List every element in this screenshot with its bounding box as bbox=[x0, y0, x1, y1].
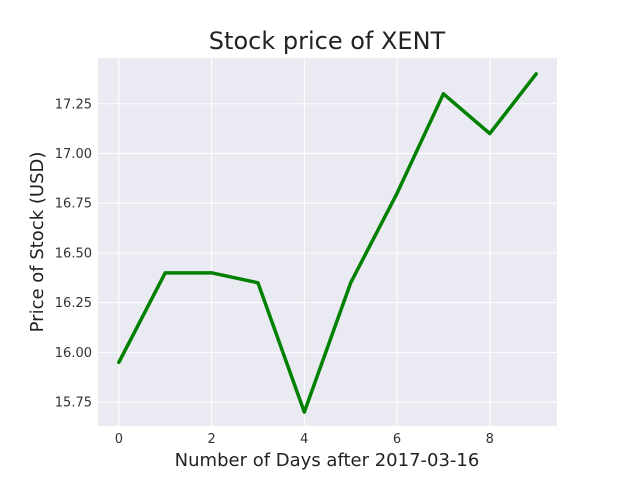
y-axis-label: Price of Stock (USD) bbox=[27, 152, 48, 333]
x-tick-label: 0 bbox=[115, 432, 123, 447]
y-tick-label: 17.25 bbox=[55, 97, 92, 112]
x-axis-label: Number of Days after 2017-03-16 bbox=[175, 450, 480, 471]
x-tick-label: 2 bbox=[207, 432, 215, 447]
x-axis: 0 2 4 6 8 bbox=[115, 432, 494, 447]
grid bbox=[98, 58, 557, 426]
plot-area bbox=[98, 58, 557, 426]
y-tick-label: 16.75 bbox=[55, 197, 92, 212]
x-tick-label: 8 bbox=[486, 432, 494, 447]
y-tick-label: 17.00 bbox=[55, 147, 92, 162]
series-line bbox=[117, 72, 538, 414]
y-tick-label: 16.25 bbox=[55, 296, 92, 311]
y-tick-label: 16.00 bbox=[55, 346, 92, 361]
x-tick-label: 4 bbox=[300, 432, 308, 447]
y-axis: 15.75 16.00 16.25 16.50 16.75 17.00 17.25 bbox=[55, 97, 92, 410]
y-tick-label: 15.75 bbox=[55, 396, 92, 411]
chart-title: Stock price of XENT bbox=[209, 27, 446, 55]
y-tick-label: 16.50 bbox=[55, 246, 92, 261]
series-layer bbox=[117, 72, 538, 414]
x-tick-label: 6 bbox=[393, 432, 401, 447]
